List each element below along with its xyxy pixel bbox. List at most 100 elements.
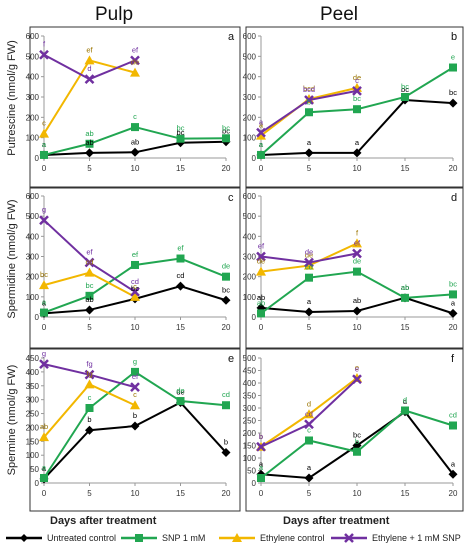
y-tick-label: 150: [26, 437, 40, 446]
y-tick-label: 150: [243, 442, 257, 451]
series-ethylene-1-mm-snp: [39, 359, 140, 393]
significance-label: a: [42, 140, 47, 149]
significance-label: ef: [86, 45, 93, 54]
data-point: [449, 421, 457, 430]
series-snp-1-mm: [40, 123, 230, 159]
significance-label: d: [87, 64, 91, 73]
significance-label: fg: [86, 360, 92, 369]
significance-label: bcd: [303, 84, 315, 93]
significance-label: a: [259, 459, 264, 468]
significance-label: bc: [449, 279, 457, 288]
data-point: [304, 409, 314, 419]
x-tick-label: 15: [401, 489, 410, 498]
significance-label: a: [259, 463, 264, 472]
y-tick-label: 350: [243, 392, 257, 401]
x-tick-label: 20: [449, 323, 458, 332]
significance-label: a: [307, 138, 312, 147]
x-tick-label: 5: [87, 323, 92, 332]
significance-label: a: [42, 298, 47, 307]
significance-label: bc: [401, 82, 409, 91]
data-point: [352, 374, 362, 385]
data-point: [448, 469, 458, 479]
significance-label: ef: [177, 244, 184, 253]
y-tick-label: 300: [243, 404, 257, 413]
significance-label: b: [87, 415, 91, 424]
significance-label: bc: [401, 85, 409, 94]
y-tick-label: 200: [243, 273, 257, 282]
data-point: [84, 267, 95, 277]
data-point: [352, 148, 362, 158]
y-tick-label: 100: [243, 134, 257, 143]
y-tick-label: 100: [26, 134, 40, 143]
significance-label: a: [259, 140, 264, 149]
significance-label: fg: [86, 369, 92, 378]
legend-swatch-snp: [121, 534, 157, 542]
x-tick-label: 0: [42, 323, 47, 332]
data-point: [257, 474, 265, 482]
significance-label: d: [307, 399, 311, 408]
legend-label: Ethylene + 1 mM SNP: [372, 533, 461, 543]
significance-label: c: [42, 119, 46, 128]
significance-label: b: [224, 437, 228, 446]
x-tick-label: 5: [87, 489, 92, 498]
x-tick-label: 20: [222, 489, 231, 498]
legend-label: Untreated control: [47, 533, 117, 543]
significance-label: ab: [257, 293, 265, 302]
data-point: [176, 281, 185, 291]
legend: Untreated control SNP 1 mM Ethylene cont…: [0, 528, 469, 548]
data-point: [401, 293, 409, 302]
significance-label: b: [307, 97, 311, 106]
data-point: [85, 305, 94, 315]
significance-label: de: [176, 387, 184, 396]
significance-label: d: [403, 397, 407, 406]
significance-label: cd: [222, 390, 230, 399]
y-tick-label: 50: [247, 467, 256, 476]
data-point: [305, 108, 313, 117]
significance-label: bc: [449, 88, 457, 97]
legend-swatch-ethylene-snp: [331, 533, 367, 543]
y-tick-label: 200: [243, 113, 257, 122]
data-point: [130, 147, 140, 157]
significance-label: cd: [305, 409, 313, 418]
data-point: [448, 98, 458, 108]
y-tick-label: 500: [26, 212, 40, 221]
data-point: [256, 127, 266, 138]
data-point: [39, 280, 49, 290]
series-ethylene-control: [39, 55, 140, 138]
legend-item-untreated-control: Untreated control: [5, 528, 116, 548]
y-tick-label: 600: [243, 32, 257, 41]
y-tick-label: 400: [243, 73, 257, 82]
y-tick-label: 300: [26, 253, 40, 262]
data-point: [130, 67, 140, 77]
significance-label: bc: [131, 284, 139, 293]
x-tick-label: 0: [259, 164, 264, 173]
data-point: [352, 306, 362, 316]
data-point: [130, 421, 140, 431]
data-point: [256, 266, 266, 276]
panel-f: 0 50 100 150 200 250 300 350 400 450 500 0 5 10 15 20 f a…: [243, 348, 464, 512]
significance-label: c: [88, 393, 92, 402]
y-tick-label: 600: [26, 32, 40, 41]
data-point: [449, 63, 457, 72]
significance-label: ab: [85, 138, 93, 147]
significance-label: a: [307, 463, 312, 472]
data-point: [221, 295, 231, 305]
series-snp-1-mm: [40, 367, 230, 482]
data-point: [352, 86, 362, 96]
data-point: [353, 267, 361, 276]
significance-label: a: [259, 118, 264, 127]
data-point: [176, 254, 185, 263]
data-point: [39, 359, 49, 369]
y-tick-label: 0: [252, 479, 257, 488]
legend-swatch-ethylene-control: [219, 533, 255, 542]
significance-label: c: [307, 426, 311, 435]
significance-label: bcd: [303, 85, 315, 94]
significance-label: e: [355, 363, 359, 372]
data-point: [305, 273, 313, 282]
significance-label: de: [353, 73, 361, 82]
data-point: [257, 150, 265, 159]
panel-b: 0 100 200 300 400 500 600 0 5 10 15 20 b a a a bc bc a b bc b…: [243, 26, 464, 188]
data-point: [40, 308, 48, 317]
